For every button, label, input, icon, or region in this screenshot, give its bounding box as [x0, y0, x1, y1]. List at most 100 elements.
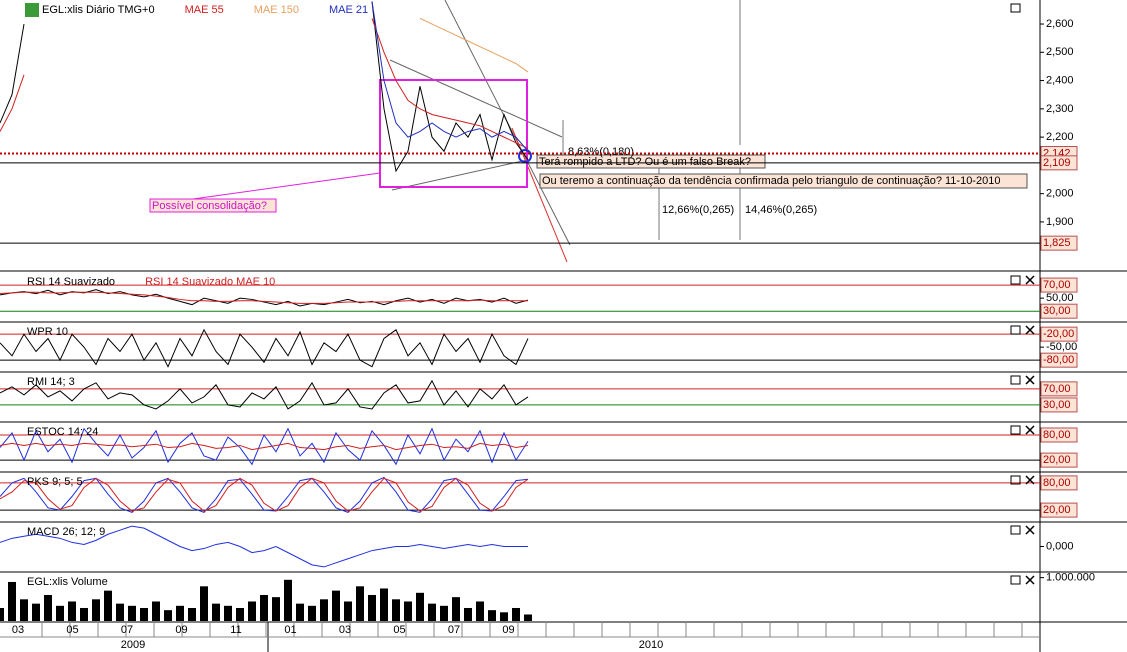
trendline	[391, 159, 528, 191]
annotation-box	[539, 173, 1028, 189]
close-button[interactable]	[1025, 475, 1035, 485]
volume-bar	[44, 594, 52, 621]
volume-bar	[0, 607, 4, 621]
maximize-button[interactable]	[1010, 525, 1021, 535]
volume-bar	[428, 603, 436, 621]
level-label: 2,109	[1043, 157, 1071, 169]
close-button[interactable]	[1025, 275, 1035, 285]
close-button[interactable]	[1025, 575, 1035, 585]
x-tick-label: 07	[448, 624, 460, 636]
x-tick-label: 05	[393, 624, 405, 636]
maximize-button[interactable]	[1010, 325, 1021, 335]
series-line	[0, 291, 528, 304]
consolidation-box	[379, 79, 528, 188]
volume-bar	[320, 599, 328, 621]
volume-bar	[368, 594, 376, 621]
level-label: 20,00	[1043, 454, 1071, 466]
volume-bar	[344, 601, 352, 621]
panel	[0, 1, 1040, 244]
close-button[interactable]	[1025, 425, 1035, 435]
level-label: 70,00	[1043, 383, 1071, 395]
panel	[0, 476, 1040, 513]
close-button[interactable]	[1025, 525, 1035, 535]
level-label: 70,00	[1043, 279, 1071, 291]
close-button[interactable]	[1025, 325, 1035, 335]
close-button[interactable]	[1025, 375, 1035, 385]
series-line	[0, 379, 529, 410]
maximize-button[interactable]	[1010, 425, 1021, 435]
legend-entry: RSI 14 Suavizado	[27, 276, 115, 288]
volume-bar	[452, 597, 460, 621]
volume-bar	[32, 603, 40, 621]
panel	[0, 525, 528, 568]
volume-bar	[464, 607, 472, 621]
y-tick-label: 1.000.000	[1046, 572, 1095, 584]
maximize-button[interactable]	[1010, 275, 1021, 285]
series-line	[371, 1, 529, 152]
level-label: 1,825	[1043, 237, 1071, 249]
series-line	[0, 1, 529, 173]
level-box	[1040, 303, 1078, 319]
y-tick-label: 2,500	[1046, 46, 1074, 58]
volume-bar	[248, 601, 256, 621]
volume-bar	[200, 586, 208, 621]
legend-entry: EGL:xlis Volume	[27, 576, 108, 588]
legend-entry: EGL:xlis Diário TMG+0	[42, 4, 155, 16]
legend-entry: WPR 10	[27, 326, 68, 338]
eq-badge	[25, 3, 39, 17]
annotation: 12,66%(0,265)	[662, 204, 734, 216]
legend-entry: MAE 21	[329, 4, 368, 16]
series-line	[419, 17, 529, 73]
volume-bar	[488, 610, 496, 621]
level-box	[1040, 381, 1078, 397]
year-label: 2009	[121, 639, 145, 651]
maximize-button[interactable]	[1010, 575, 1021, 585]
panel	[0, 427, 1040, 466]
level-box	[1040, 502, 1078, 518]
year-label: 2010	[639, 639, 663, 651]
legend-entry: RMI 14; 3	[27, 376, 75, 388]
legend-entry: RSI 14 Suavizado MAE 10	[145, 276, 275, 288]
x-tick-label: 09	[175, 624, 187, 636]
volume-bar	[476, 601, 484, 621]
series-line	[0, 525, 528, 568]
level-box	[1040, 277, 1078, 293]
panel	[0, 328, 1040, 368]
annotation-box	[149, 198, 277, 213]
maximize-button[interactable]	[1010, 475, 1021, 485]
volume-bar	[188, 607, 196, 621]
series-line	[0, 427, 529, 466]
level-label: 20,00	[1043, 504, 1071, 516]
volume-bar	[296, 603, 304, 621]
level-label: -20,00	[1043, 328, 1074, 340]
volume-bar	[440, 605, 448, 621]
y-tick-label: 0,000	[1046, 540, 1074, 552]
annotation: Terá rompido a LTD? Ou é um falso Break?	[539, 156, 751, 168]
level-label: 80,00	[1043, 477, 1071, 489]
volume-bar	[68, 601, 76, 621]
series-line	[0, 477, 529, 512]
level-box	[1040, 352, 1078, 368]
maximize-button[interactable]	[1010, 375, 1021, 385]
x-tick-label: 03	[12, 624, 24, 636]
volume-bar	[164, 610, 172, 621]
volume-bar	[212, 603, 220, 621]
volume-bar	[8, 581, 16, 621]
volume-bar	[512, 607, 520, 621]
y-tick-label: 1,900	[1046, 216, 1074, 228]
level-label: 80,00	[1043, 429, 1071, 441]
volume-bar	[308, 605, 316, 621]
series-line	[0, 328, 529, 368]
volume-bar	[284, 579, 292, 621]
maximize-button[interactable]	[1010, 3, 1021, 13]
volume-bar	[56, 605, 64, 621]
level-label: -80,00	[1043, 354, 1074, 366]
series-line	[0, 442, 529, 451]
legend-entry: MAE 150	[254, 4, 299, 16]
series-line	[0, 18, 529, 149]
y-tick-label: -50,00	[1046, 341, 1077, 353]
level-box	[1040, 397, 1078, 413]
panel	[0, 284, 1040, 312]
level-box	[1040, 326, 1078, 342]
